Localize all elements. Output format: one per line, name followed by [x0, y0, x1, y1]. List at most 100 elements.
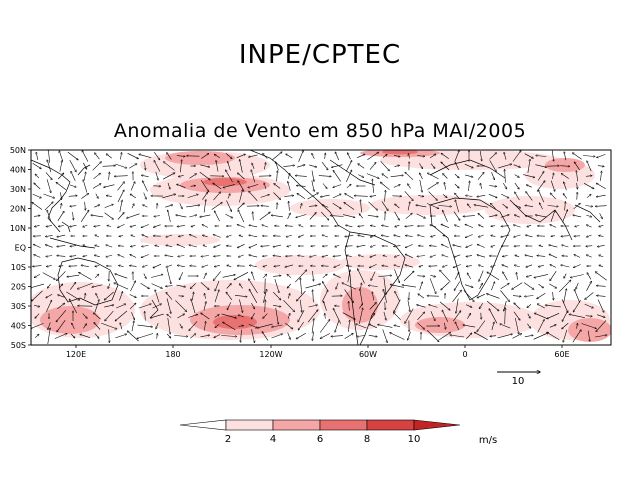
wind-vector — [501, 234, 510, 237]
wind-vector — [453, 211, 460, 221]
wind-vector — [443, 174, 448, 179]
colorbar-segment — [272, 419, 321, 431]
wind-vector — [526, 235, 533, 238]
wind-vector — [85, 293, 86, 299]
wind-vector — [489, 309, 498, 324]
wind-vector — [102, 166, 116, 167]
wind-vector — [560, 166, 570, 167]
wind-vector — [467, 313, 470, 319]
wind-vector — [463, 290, 474, 301]
wind-vector — [200, 282, 209, 289]
wind-vector — [479, 225, 484, 228]
wind-vector — [227, 234, 232, 237]
wind-vector — [95, 153, 100, 160]
wind-vector — [587, 273, 592, 280]
wind-vector — [72, 323, 75, 330]
wind-vector — [239, 190, 242, 203]
wind-vector — [191, 299, 196, 314]
wind-vector — [599, 225, 604, 226]
wind-vector — [573, 203, 581, 210]
wind-vector — [393, 185, 400, 188]
wind-vector — [165, 205, 173, 208]
wind-vector — [513, 203, 521, 208]
longitude-label: 180 — [165, 350, 180, 359]
wind-vector — [573, 215, 582, 218]
wind-vector — [390, 333, 405, 340]
wind-vector — [537, 172, 544, 181]
wind-vector — [551, 236, 556, 237]
wind-vector — [535, 164, 546, 168]
wind-vector — [252, 272, 255, 281]
wind-vector — [299, 204, 302, 209]
wind-vector — [563, 289, 567, 304]
wind-vector — [371, 313, 374, 319]
wind-vector — [57, 256, 66, 257]
wind-vector — [573, 299, 581, 312]
wind-vector — [241, 329, 242, 343]
wind-vector — [359, 308, 362, 325]
wind-vector — [186, 205, 200, 208]
wind-vector — [312, 331, 314, 341]
latitude-label: EQ — [15, 244, 26, 253]
wind-vector — [538, 190, 545, 203]
wind-vector — [104, 184, 115, 188]
wind-vector — [346, 184, 351, 189]
wind-vector — [418, 235, 425, 238]
wind-vector — [287, 283, 291, 288]
wind-vector — [561, 236, 570, 237]
colorbar-tick-label: 8 — [364, 434, 370, 445]
wind-vector — [33, 216, 40, 217]
wind-vector — [283, 165, 294, 167]
colorbar-tick-label: 4 — [270, 434, 276, 445]
wind-vector — [154, 152, 159, 160]
wind-vector — [500, 290, 510, 302]
wind-vector — [295, 270, 306, 283]
wind-vector — [512, 334, 521, 339]
wind-vector — [526, 185, 532, 188]
reference-vector: 10 — [497, 372, 540, 387]
wind-vector — [94, 323, 101, 330]
wind-vector — [322, 274, 327, 279]
wind-vector — [177, 184, 186, 188]
wind-vector — [333, 274, 341, 279]
wind-vector — [85, 201, 86, 210]
wind-vector — [322, 235, 328, 238]
wind-vector — [441, 153, 449, 159]
wind-vector — [299, 225, 304, 228]
wind-vector — [345, 161, 352, 172]
wind-vector — [454, 183, 459, 188]
wind-vector — [296, 214, 307, 218]
wind-vector — [249, 265, 257, 267]
wind-vector — [372, 292, 374, 301]
wind-vector — [189, 174, 197, 179]
wind-vector — [573, 264, 581, 268]
wind-vector — [336, 282, 339, 289]
wind-vector — [79, 272, 92, 280]
wind-vector — [464, 284, 473, 288]
wind-vector — [188, 315, 197, 318]
wind-vector — [358, 164, 365, 169]
wind-vector — [47, 328, 50, 345]
wind-vector — [46, 256, 53, 257]
wind-vector — [83, 324, 86, 329]
wind-vector — [383, 277, 386, 295]
latitude-label: 10N — [10, 224, 26, 233]
wind-vector — [177, 225, 185, 226]
wind-vector — [70, 333, 75, 338]
wind-vector — [131, 321, 134, 332]
wind-vector — [537, 304, 545, 309]
wind-vector — [463, 325, 476, 328]
wind-vector — [151, 275, 163, 278]
wind-vector — [486, 300, 499, 311]
wind-vector — [599, 213, 603, 219]
wind-vector — [248, 184, 259, 187]
wind-vector — [500, 215, 509, 218]
wind-vector — [187, 194, 198, 198]
wind-vector — [227, 302, 232, 310]
wind-vector — [275, 307, 279, 324]
wind-vector — [452, 311, 461, 322]
wind-vector — [333, 184, 342, 188]
wind-vector — [178, 236, 184, 237]
wind-vector — [453, 264, 461, 268]
wind-vector — [95, 193, 98, 199]
